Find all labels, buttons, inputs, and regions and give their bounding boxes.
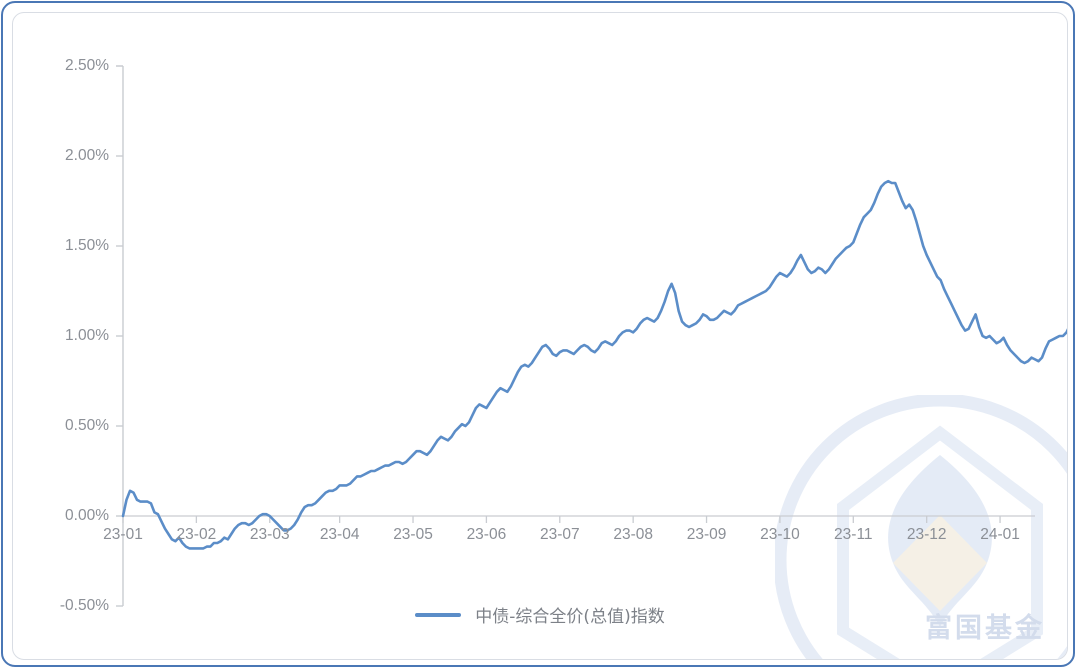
- x-axis-tick-label: 23-11: [834, 526, 873, 543]
- x-axis-tick-label: 23-12: [906, 526, 947, 543]
- x-axis-tick-label: 23-08: [613, 526, 653, 543]
- x-axis-tick-label: 23-06: [466, 526, 507, 543]
- legend-color-swatch: [415, 612, 462, 617]
- x-axis-tick-label: 23-09: [686, 526, 727, 543]
- y-axis-tick-label: 2.50%: [65, 57, 109, 74]
- x-axis-tick-label: 23-02: [176, 526, 217, 543]
- line-chart-svg: [116, 65, 1067, 607]
- y-axis-tick-label: 2.00%: [65, 147, 109, 164]
- y-axis-tick-label: -0.50%: [59, 597, 109, 614]
- x-axis-tick-label: 23-05: [393, 526, 433, 543]
- plot-area: [13, 13, 1067, 659]
- x-axis-tick-label: 23-10: [760, 526, 800, 543]
- x-axis-tick-label: 23-01: [103, 526, 143, 543]
- x-axis-tick-label: 23-07: [539, 526, 580, 543]
- y-axis-tick-label: 1.00%: [65, 327, 109, 344]
- y-axis-tick-label: 0.50%: [65, 417, 109, 434]
- chart-legend: 中债-综合全价(总值)指数: [13, 602, 1067, 627]
- y-axis-tick-label: 0.00%: [65, 507, 109, 524]
- chart-card: 富国基金 2.50% 2.00% 1.50% 1.00% 0.50% 0.00% -0.50…: [12, 12, 1068, 660]
- x-axis-tick-label: 23-03: [249, 526, 290, 543]
- y-axis-tick-label: 1.50%: [65, 237, 109, 254]
- x-axis-tick-label: 23-04: [319, 526, 360, 543]
- x-axis-tick-label: 24-01: [980, 526, 1020, 543]
- legend-series-label: 中债-综合全价(总值)指数: [475, 607, 665, 627]
